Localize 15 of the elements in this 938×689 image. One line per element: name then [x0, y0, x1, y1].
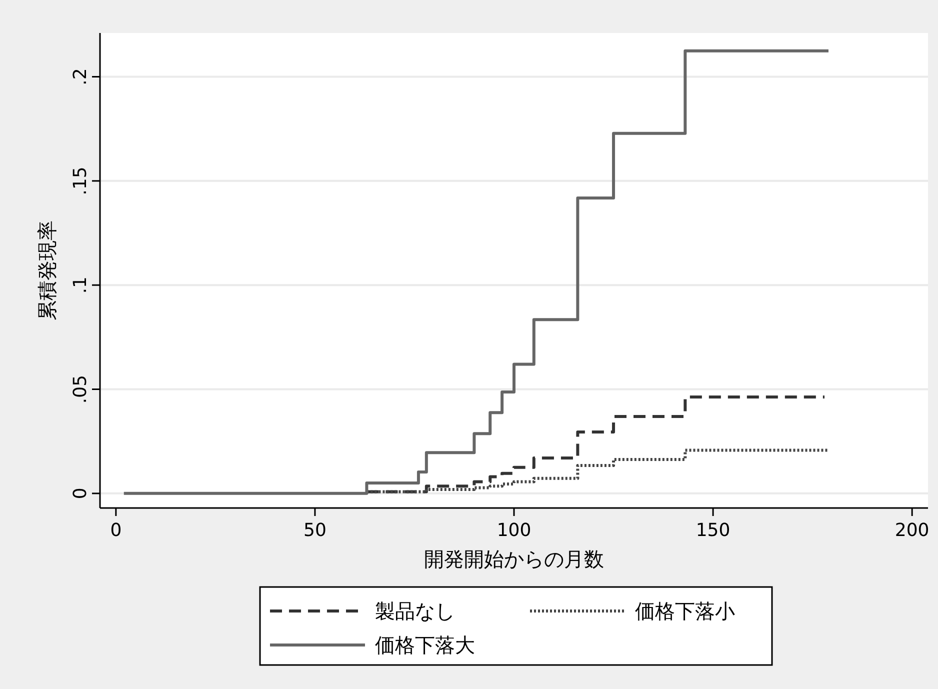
x-tick-label: 0 [110, 520, 122, 541]
x-axis-title: 開発開始からの月数 [424, 547, 604, 571]
x-tick-label: 150 [696, 520, 730, 541]
legend-label: 製品なし [375, 599, 455, 623]
x-tick-label: 50 [304, 520, 326, 541]
y-axis-title: 累積発現率 [35, 220, 59, 320]
y-tick-label: .05 [70, 374, 91, 404]
y-tick-label: .2 [70, 68, 91, 86]
legend-label: 価格下落小 [635, 599, 735, 623]
y-tick-label: .1 [70, 276, 91, 294]
x-tick-label: 200 [894, 520, 930, 541]
y-tick-label: 0 [70, 488, 91, 500]
y-tick-label: .15 [70, 166, 91, 196]
x-tick-label: 100 [496, 520, 532, 541]
legend-label: 価格下落大 [375, 633, 475, 657]
